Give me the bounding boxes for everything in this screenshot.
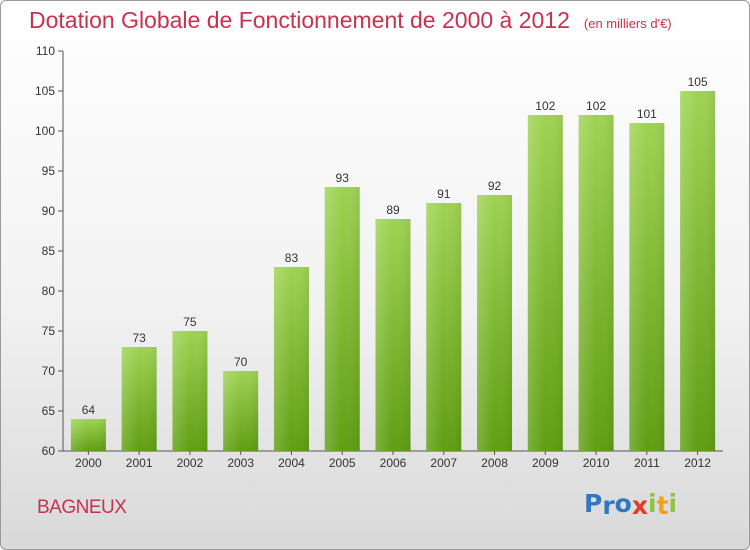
y-tick-label: 95 bbox=[42, 164, 56, 178]
bar-shine bbox=[477, 195, 513, 451]
unit-note: (en milliers d'€) bbox=[583, 16, 672, 31]
bar-shine bbox=[629, 123, 665, 451]
data-label: 105 bbox=[688, 75, 708, 89]
x-tick-label: 2003 bbox=[227, 456, 254, 470]
data-label: 91 bbox=[437, 187, 451, 201]
bar-shine bbox=[680, 91, 716, 451]
y-tick-label: 85 bbox=[42, 244, 56, 258]
data-label: 92 bbox=[488, 179, 502, 193]
y-tick-label: 105 bbox=[35, 84, 55, 98]
x-tick-label: 2007 bbox=[430, 456, 457, 470]
logo-letter: x bbox=[631, 491, 648, 520]
x-tick-label: 2009 bbox=[532, 456, 559, 470]
logo-letter: t bbox=[656, 491, 669, 520]
x-tick-label: 2002 bbox=[177, 456, 204, 470]
y-tick-label: 90 bbox=[42, 204, 56, 218]
y-tick-label: 80 bbox=[42, 284, 56, 298]
data-label: 83 bbox=[285, 251, 299, 265]
bar-shine bbox=[375, 219, 411, 451]
data-label: 64 bbox=[82, 403, 96, 417]
x-tick-label: 2010 bbox=[583, 456, 610, 470]
bar-shine bbox=[172, 331, 208, 451]
bar-shine bbox=[273, 267, 309, 451]
data-label: 102 bbox=[586, 99, 606, 113]
proxiti-logo: Proxiti bbox=[584, 489, 678, 520]
logo-letter: i bbox=[648, 489, 657, 518]
chart-title: Dotation Globale de Fonctionnement de 20… bbox=[29, 7, 672, 34]
chart-title-text: Dotation Globale de Fonctionnement de 20… bbox=[29, 7, 570, 33]
logo-letter: r bbox=[602, 491, 615, 520]
logo-letter: o bbox=[614, 489, 632, 518]
y-tick-label: 70 bbox=[42, 364, 56, 378]
bar-shine bbox=[527, 115, 563, 451]
x-tick-label: 2005 bbox=[329, 456, 356, 470]
x-tick-label: 2011 bbox=[634, 456, 660, 470]
x-tick-label: 2012 bbox=[684, 456, 711, 470]
y-tick-label: 75 bbox=[42, 324, 56, 338]
bar-shine bbox=[223, 371, 259, 451]
logo-letter: P bbox=[584, 489, 603, 518]
data-label: 89 bbox=[386, 203, 400, 217]
logo-letter: i bbox=[668, 489, 678, 518]
data-label: 93 bbox=[336, 171, 350, 185]
city-name: BAGNEUX bbox=[37, 497, 127, 518]
data-label: 70 bbox=[234, 355, 248, 369]
bar-shine bbox=[578, 115, 614, 451]
x-tick-label: 2001 bbox=[126, 456, 153, 470]
y-tick-label: 100 bbox=[35, 124, 55, 138]
x-tick-label: 2006 bbox=[380, 456, 407, 470]
bar-shine bbox=[70, 419, 106, 451]
data-label: 102 bbox=[535, 99, 555, 113]
bar-shine bbox=[426, 203, 462, 451]
y-tick-label: 65 bbox=[42, 404, 56, 418]
bar-shine bbox=[121, 347, 157, 451]
data-label: 73 bbox=[132, 331, 146, 345]
x-tick-label: 2000 bbox=[75, 456, 102, 470]
data-label: 101 bbox=[637, 107, 657, 121]
y-tick-label: 110 bbox=[36, 44, 55, 58]
x-tick-label: 2008 bbox=[481, 456, 508, 470]
x-tick-label: 2004 bbox=[278, 456, 305, 470]
data-label: 75 bbox=[183, 315, 197, 329]
y-tick-label: 60 bbox=[42, 444, 56, 458]
bar-shine bbox=[324, 187, 360, 451]
